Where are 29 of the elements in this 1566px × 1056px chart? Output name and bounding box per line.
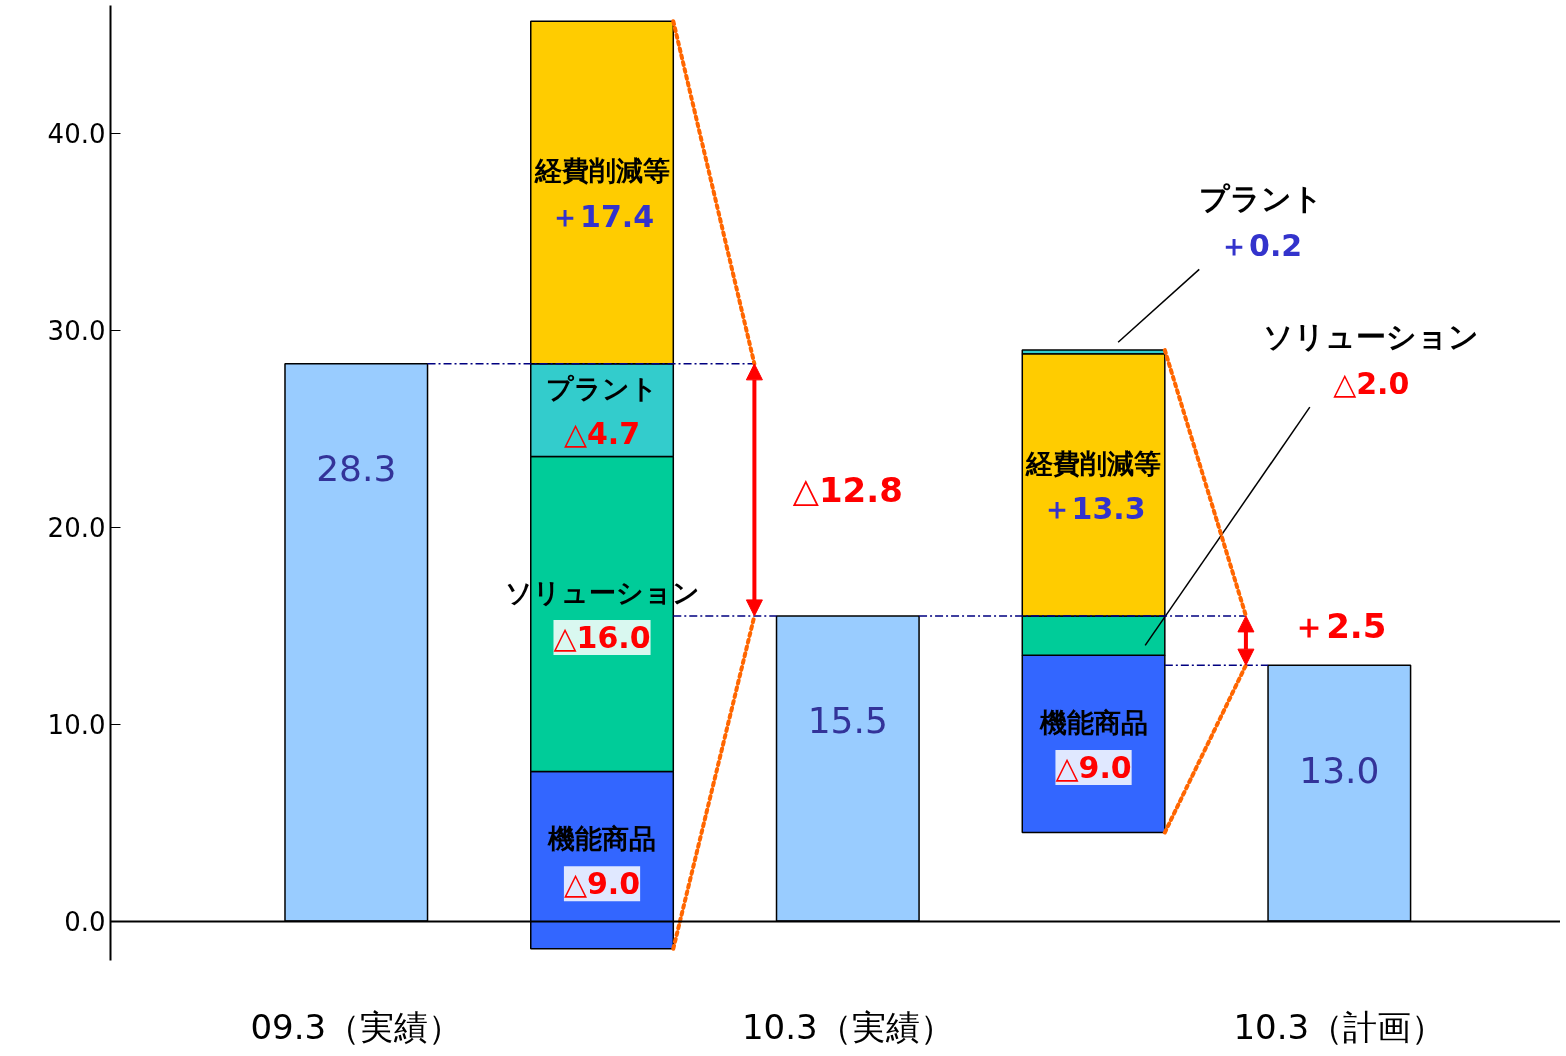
series-label: ソリューション <box>504 576 700 608</box>
text: 機能商品 <box>1039 706 1148 738</box>
annotation: △12.8 <box>792 469 903 510</box>
data-label: ＋17.4 <box>550 198 655 234</box>
y-tick-label: 30.0 <box>47 316 106 347</box>
data-label: 28.3 <box>316 448 397 490</box>
text: ソリューション <box>1263 318 1480 354</box>
annotation: ＋2.5 <box>1292 605 1387 646</box>
series-label: 機能商品 <box>547 822 657 854</box>
y-tick-label: 40.0 <box>47 119 106 150</box>
x-tick-label: 10.3（計画） <box>1233 1006 1446 1047</box>
y-tick-label: 0.0 <box>64 907 106 938</box>
data-label: △9.0 <box>563 866 641 902</box>
series-label: 経費削減等 <box>533 155 670 187</box>
y-tick-label: 20.0 <box>47 513 106 544</box>
data-label: △9.0 <box>1055 750 1132 786</box>
x-tick-label: 09.3（実績） <box>250 1006 463 1047</box>
data-label: 13.0 <box>1299 749 1380 791</box>
data-label: △16.0 <box>553 620 651 656</box>
data-label: △2.0 <box>1333 366 1410 402</box>
series-label: プラント <box>546 372 659 404</box>
data-label: ＋0.2 <box>1219 228 1303 264</box>
data-label: ＋13.3 <box>1041 491 1146 527</box>
y-tick-label: 10.0 <box>47 710 106 741</box>
text: プラント <box>1198 180 1323 216</box>
data-label: 15.5 <box>807 700 888 742</box>
x-tick-label: 10.3（実績） <box>741 1006 954 1047</box>
data-label: △4.7 <box>563 416 641 452</box>
text: 経費削減等 <box>1026 447 1162 479</box>
